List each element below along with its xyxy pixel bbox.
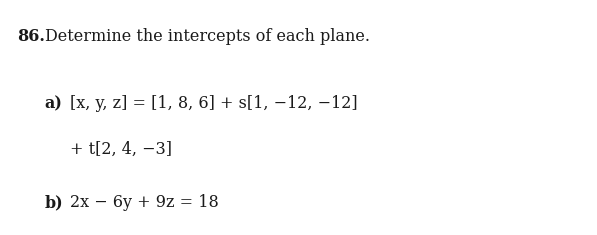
Text: Determine the intercepts of each plane.: Determine the intercepts of each plane. [45,28,370,45]
Text: 2x − 6y + 9z = 18: 2x − 6y + 9z = 18 [70,194,219,211]
Text: 86.: 86. [17,28,45,45]
Text: a): a) [45,95,63,112]
Text: b): b) [45,194,63,211]
Text: + t[2, 4, −3]: + t[2, 4, −3] [70,141,173,158]
Text: [x, y, z] = [1, 8, 6] + s[1, −12, −12]: [x, y, z] = [1, 8, 6] + s[1, −12, −12] [70,95,358,112]
